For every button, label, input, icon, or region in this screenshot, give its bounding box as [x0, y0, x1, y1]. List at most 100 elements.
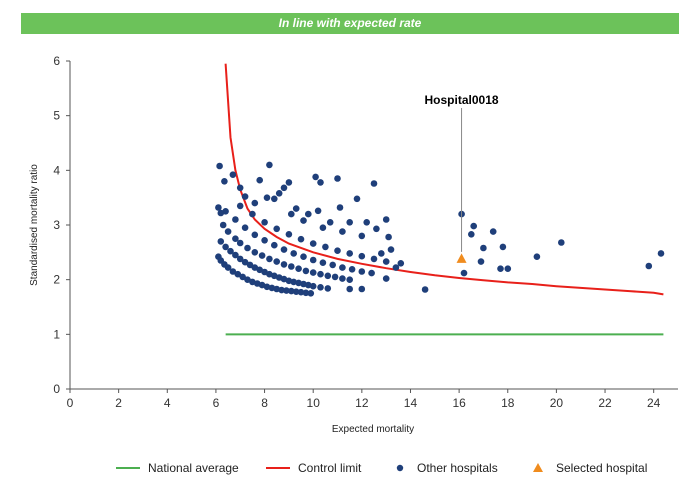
other-hospital-point [273, 258, 281, 265]
other-hospital-point [273, 225, 281, 233]
other-hospital-point [256, 176, 264, 184]
other-hospital-point [499, 243, 507, 251]
other-hospital-point [470, 222, 478, 230]
other-hospital-point [382, 275, 390, 282]
other-hospital-point [297, 288, 305, 296]
other-hospital-point [305, 210, 312, 218]
legend-other-hospitals-swatch [396, 464, 404, 472]
legend-national-average-label: National average [148, 461, 239, 475]
x-tick-label: 2 [115, 396, 122, 410]
y-tick-label: 2 [53, 273, 60, 287]
other-hospital-point [280, 261, 288, 268]
other-hospital-point [339, 275, 346, 282]
x-tick-label: 22 [598, 396, 612, 410]
other-hospital-point [358, 252, 366, 260]
other-hospital-point [489, 228, 497, 235]
other-hospital-point [236, 239, 244, 247]
other-hospital-point [290, 250, 298, 257]
other-hospital-point [232, 251, 239, 259]
other-hospital-point [346, 276, 354, 284]
x-axis-label: Expected mortality [332, 424, 414, 435]
other-hospital-point [468, 231, 475, 238]
other-hospital-point [288, 287, 295, 295]
selected-hospital-label: Hospital0018 [425, 93, 499, 107]
axes [66, 60, 678, 393]
other-hospital-point [222, 243, 229, 251]
other-hospital-point [421, 286, 429, 293]
other-hospital-point [645, 262, 653, 270]
other-hospital-point [232, 235, 239, 242]
other-hospital-point [334, 175, 341, 182]
other-hospital-point [292, 288, 300, 296]
other-hospital-point [309, 282, 317, 290]
other-hospital-point [239, 273, 246, 281]
other-hospital-point [300, 217, 307, 224]
other-hospital-point [329, 261, 337, 269]
other-hospital-point [216, 162, 223, 170]
other-hospital-point [241, 193, 249, 200]
x-tick-label: 8 [261, 396, 268, 410]
other-hospital-point [288, 210, 295, 218]
other-hospital-point [480, 244, 487, 252]
other-hospital-point [378, 250, 385, 257]
annotation: Hospital0018 [425, 93, 499, 252]
y-axis-label: Standardised mortality ratio [29, 164, 40, 286]
other-hospital-point [297, 235, 305, 243]
other-hospital-point [339, 228, 346, 235]
other-hospital-point [460, 269, 468, 277]
status-banner: In line with expected rate [21, 13, 679, 34]
other-hospital-point [385, 233, 392, 241]
other-hospital-point [370, 255, 378, 263]
x-tick-label: 14 [404, 396, 418, 410]
other-hospital-point [241, 224, 249, 231]
other-hospital-point [285, 179, 293, 186]
selected-hospital-point [456, 253, 467, 263]
other-hospital-point [324, 285, 332, 292]
x-tick-label: 16 [452, 396, 466, 410]
x-tick-label: 12 [355, 396, 369, 410]
other-hospital-point [224, 228, 232, 235]
other-hospital-point [246, 261, 254, 269]
other-hospital-point [221, 178, 228, 185]
other-hospital-point [219, 221, 227, 229]
other-hospital-point [300, 253, 307, 260]
other-hospital-point [217, 238, 225, 245]
other-hospital-point [229, 268, 237, 275]
other-hospital-point [373, 225, 380, 233]
other-hospital-point [215, 204, 222, 211]
other-hospital-point [278, 286, 285, 294]
other-hospital-point [324, 272, 332, 280]
other-hospital-point [392, 264, 400, 271]
other-hospital-point [358, 232, 366, 240]
other-hospital-point [353, 195, 361, 203]
other-hospital-point [314, 207, 322, 215]
other-hospital-point [387, 246, 395, 253]
other-hospital-point [346, 250, 354, 257]
other-hospital-point [224, 264, 232, 271]
other-hospital-point [275, 190, 283, 197]
other-hospital-point [241, 258, 249, 266]
other-hospital-point [558, 239, 565, 246]
other-hospital-point [348, 266, 356, 273]
other-hospital-point [657, 250, 665, 257]
other-hospital-point [319, 259, 327, 267]
y-tick-label: 4 [53, 163, 60, 177]
other-hospital-point [217, 209, 225, 217]
other-hospital-point [251, 249, 259, 256]
other-hospital-point [302, 267, 310, 275]
x-tick-label: 0 [67, 396, 74, 410]
other-hospital-point [336, 204, 344, 211]
other-hospital-point [363, 219, 371, 226]
other-hospital-point [249, 210, 256, 218]
other-hospital-point [533, 253, 541, 260]
other-hospital-point [302, 289, 310, 297]
other-hospital-point [319, 224, 327, 231]
other-hospital-point [307, 290, 315, 297]
other-hospital-point [271, 241, 278, 249]
other-hospital-point [271, 195, 278, 203]
y-tick-label: 1 [53, 327, 60, 341]
y-tick-label: 5 [53, 109, 60, 123]
other-hospital-point [497, 265, 504, 273]
other-hospital-point [258, 252, 266, 259]
